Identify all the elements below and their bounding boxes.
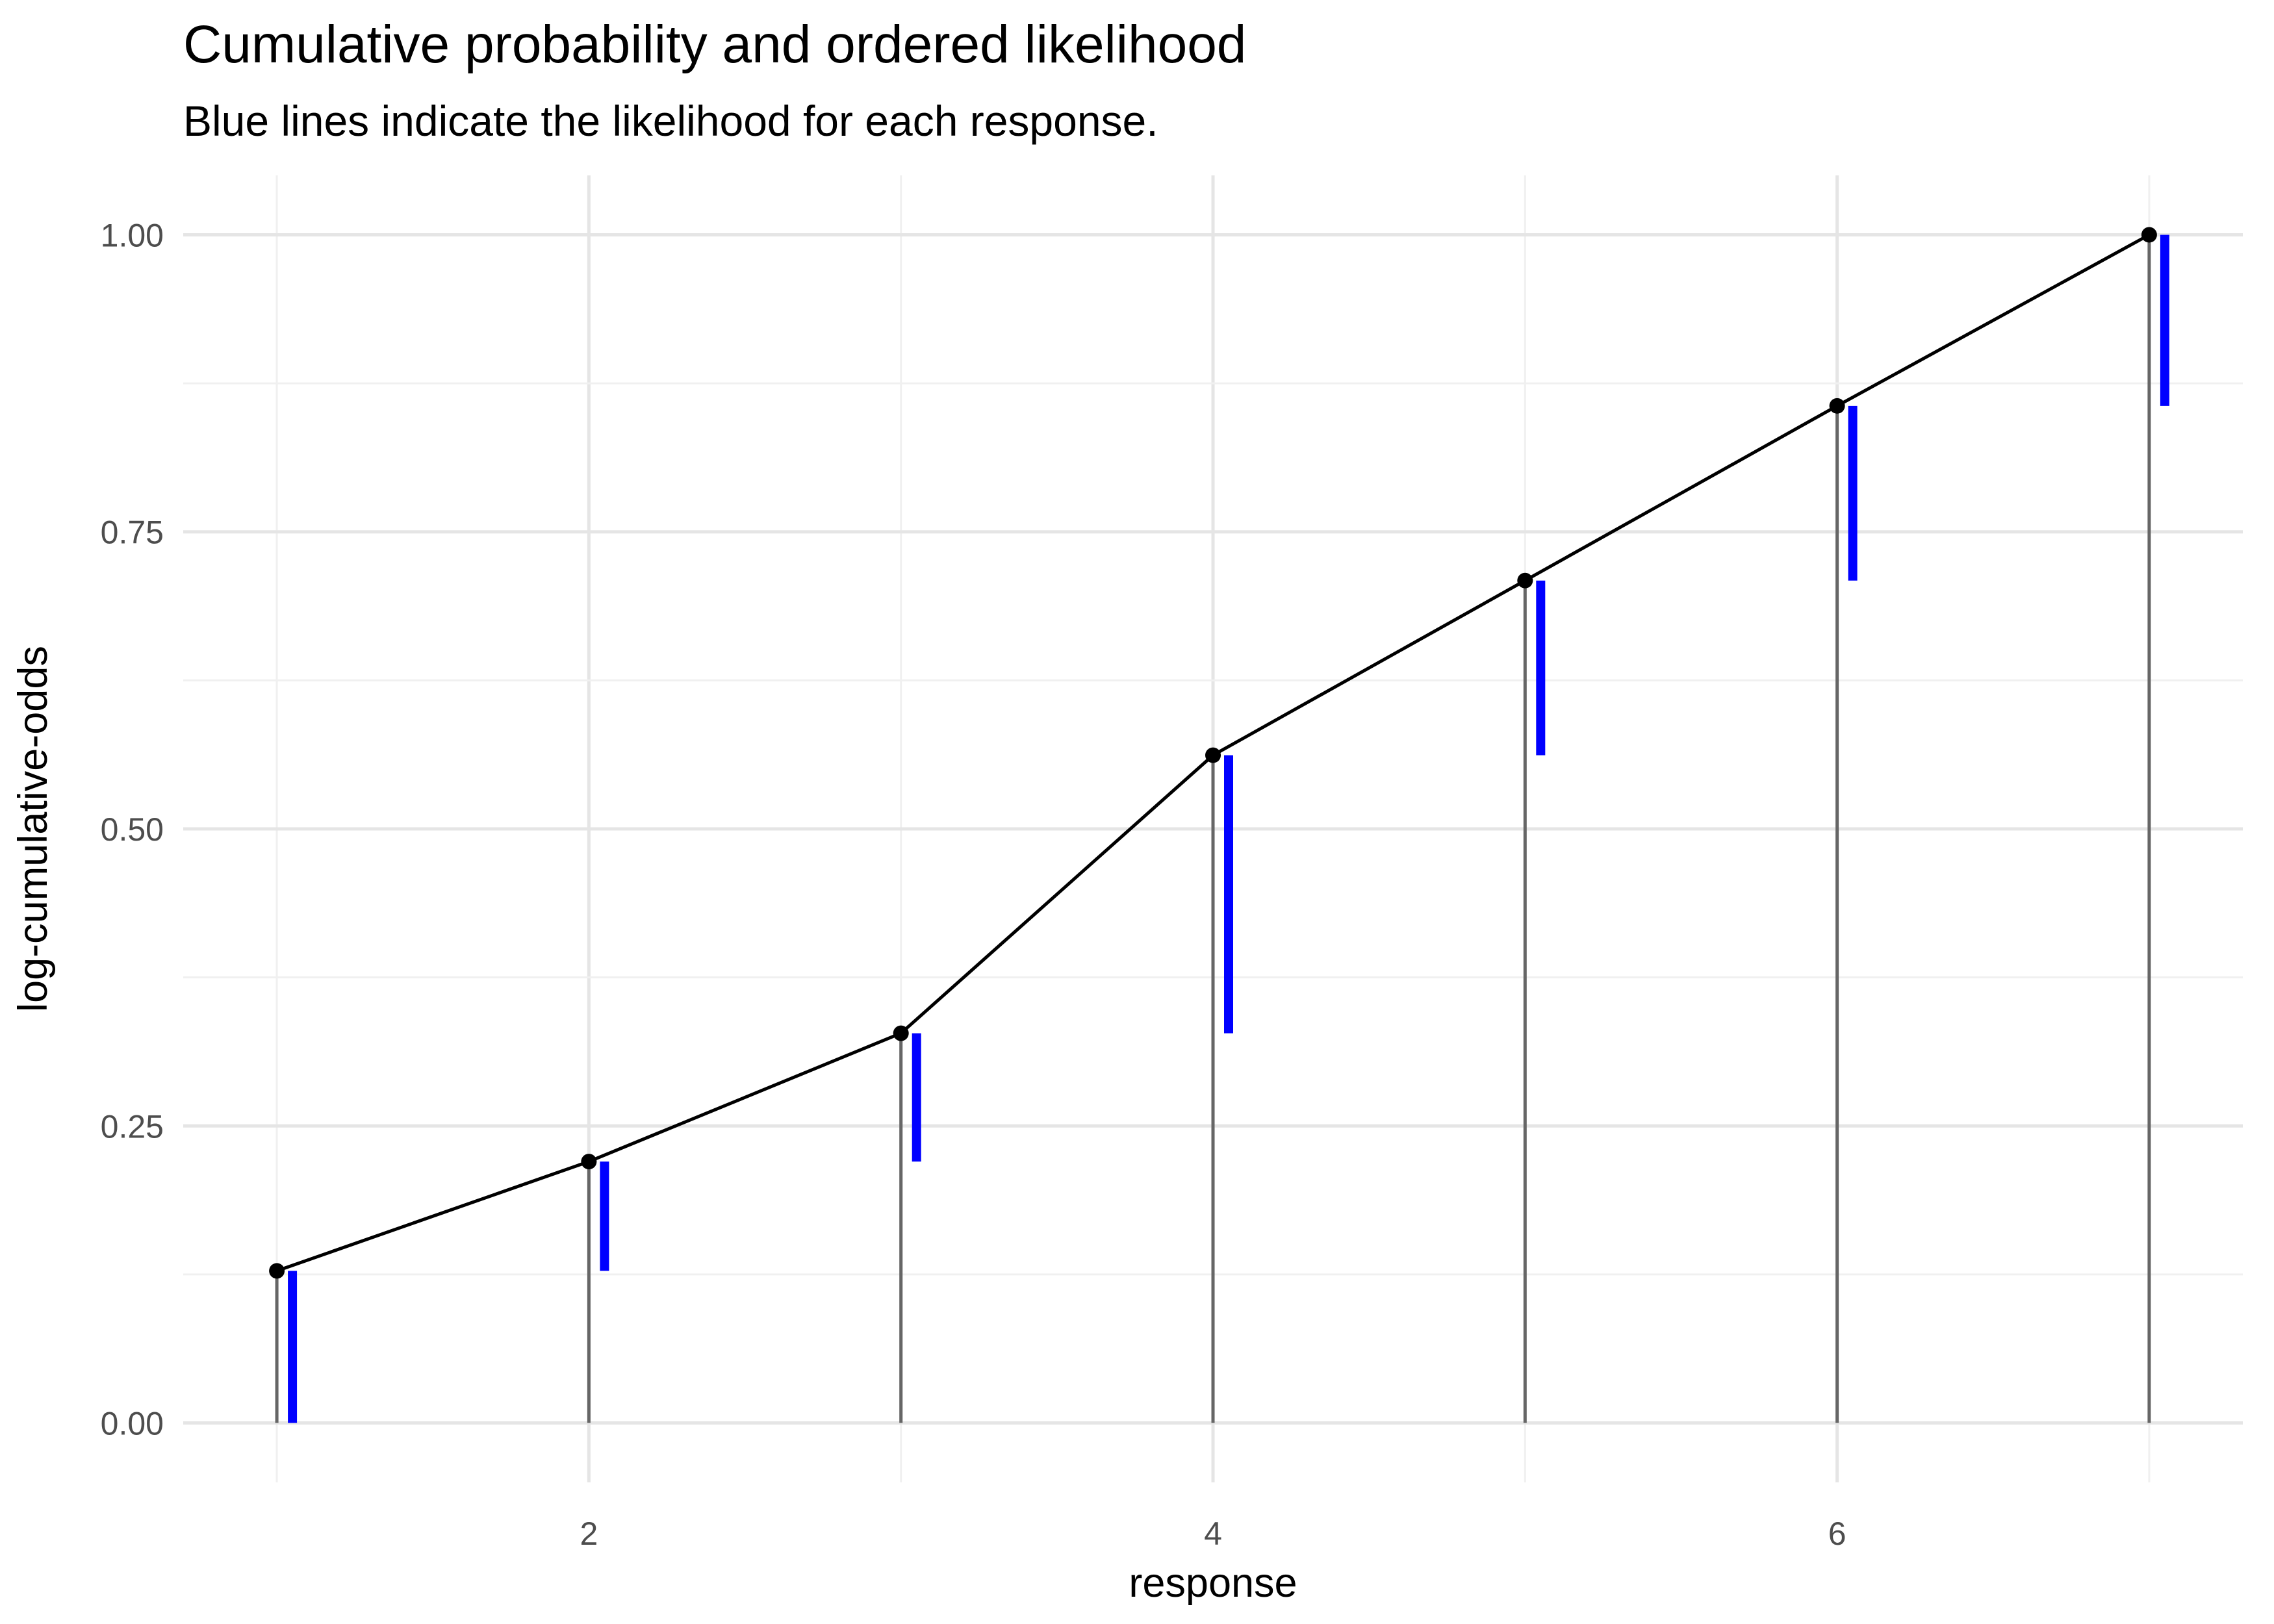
data-point xyxy=(2141,227,2157,243)
x-axis-title: response xyxy=(1129,1560,1297,1606)
chart-subtitle: Blue lines indicate the likelihood for e… xyxy=(183,97,1158,145)
data-point xyxy=(1517,572,1533,589)
drop-line-layer xyxy=(275,235,2151,1423)
data-point xyxy=(581,1154,597,1170)
data-point xyxy=(1205,747,1221,763)
data-point xyxy=(893,1025,909,1041)
y-axis-title: log-cumulative-odds xyxy=(10,646,56,1012)
data-point xyxy=(1829,398,1845,414)
y-tick-label: 0.75 xyxy=(101,514,164,551)
tick-label-layer: 2 4 6 0.00 0.25 0.50 0.75 1.00 xyxy=(101,217,1846,1552)
chart-title: Cumulative probability and ordered likel… xyxy=(183,15,1247,74)
y-tick-label: 1.00 xyxy=(101,217,164,253)
x-tick-label: 2 xyxy=(580,1516,598,1552)
y-tick-label: 0.50 xyxy=(101,811,164,848)
y-tick-label: 0.00 xyxy=(101,1406,164,1442)
likelihood-layer xyxy=(288,235,2169,1423)
y-tick-label: 0.25 xyxy=(101,1108,164,1145)
x-tick-label: 6 xyxy=(1828,1516,1846,1552)
data-point xyxy=(269,1263,285,1279)
x-tick-label: 4 xyxy=(1204,1516,1222,1552)
point-layer xyxy=(269,227,2157,1279)
